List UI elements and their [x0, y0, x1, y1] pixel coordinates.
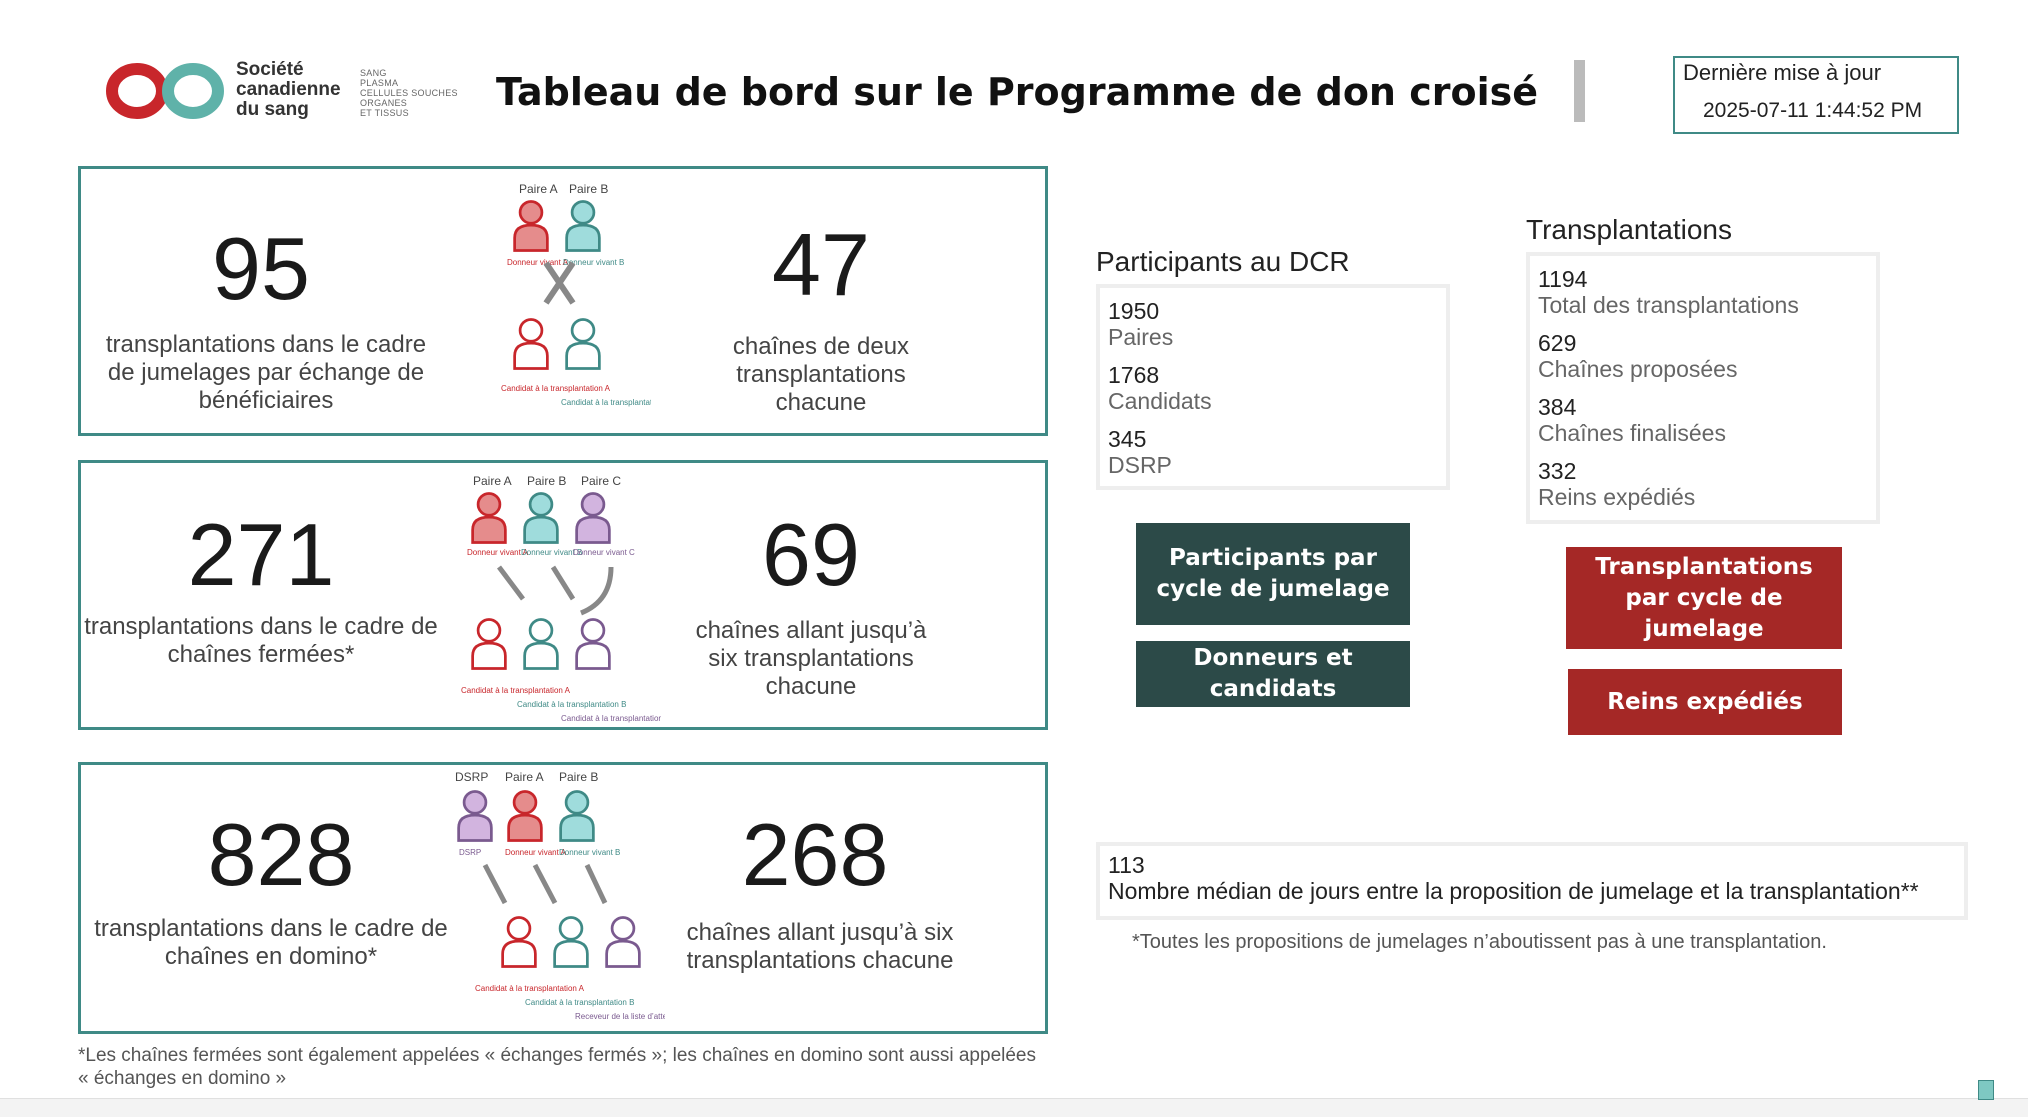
pair-label: Paire A — [473, 474, 512, 488]
stat-label: Chaînes finalisées — [1538, 420, 1726, 446]
donor-label: Donneur vivant B — [559, 848, 620, 857]
stat-label: Chaînes proposées — [1538, 356, 1738, 382]
stat-value: 332 — [1538, 458, 1577, 484]
domino-chains-chain-label: chaînes allant jusqu’à six transplantati… — [686, 919, 954, 974]
paired-exchange-transplant-count: 95 — [212, 219, 310, 318]
closed-chains-chain-count: 69 — [762, 505, 860, 604]
recipient-label: Candidat à la transplantation C — [561, 714, 661, 723]
logo: Société canadienne du sang SANG PLASMA C… — [104, 60, 464, 130]
donor-label: Donneur vivant A — [467, 548, 529, 557]
stat-kidneys-shipped: 332 Reins expédiés — [1530, 458, 1876, 510]
stat-label: DSRP — [1108, 452, 1172, 478]
recipient-label: Candidat à la transplantation A — [461, 686, 571, 695]
donor-label: Donneur vivant B — [521, 548, 582, 557]
stat-value: 629 — [1538, 330, 1577, 356]
last-update-value: 2025-07-11 1:44:52 PM — [1703, 99, 1923, 122]
pair-label: Paire B — [569, 183, 608, 196]
pair-label: Paire B — [559, 770, 598, 784]
stat-value: 1950 — [1108, 298, 1160, 324]
stat-value: 345 — [1108, 426, 1147, 452]
pair-label: Paire C — [581, 474, 621, 488]
paired-exchange-chain-label: chaînes de deux transplantations chacune — [732, 333, 910, 416]
card-paired-exchange: 95 transplantations dans le cadre de jum… — [78, 166, 1048, 436]
stat-value: 1194 — [1538, 266, 1588, 292]
stat-dsrp: 345 DSRP — [1100, 426, 1446, 478]
transplantations-stats-box: 1194 Total des transplantations 629 Chaî… — [1526, 252, 1880, 524]
median-days-stat: 113 Nombre médian de jours entre la prop… — [1100, 852, 1964, 904]
pair-label: Paire A — [505, 770, 544, 784]
horizontal-scrollbar[interactable] — [0, 1098, 2028, 1117]
stat-pairs: 1950 Paires — [1100, 298, 1446, 350]
donors-candidates-button[interactable]: Donneurs et candidats — [1136, 641, 1410, 707]
scroll-indicator[interactable] — [1574, 60, 1585, 122]
pair-label: DSRP — [455, 770, 488, 784]
transplantations-title: Transplantations — [1526, 214, 1732, 245]
stat-label: Paires — [1108, 324, 1174, 350]
stat-proposed-chains: 629 Chaînes proposées — [1530, 330, 1876, 382]
stat-label: Reins expédiés — [1538, 484, 1696, 510]
paired-exchange-chain-count: 47 — [772, 215, 870, 314]
stat-total-transplants: 1194 Total des transplantations — [1530, 266, 1876, 318]
participants-title: Participants au DCR — [1096, 246, 1350, 277]
page-title-container: Tableau de bord sur le Programme de don … — [496, 62, 1556, 134]
median-days-label: Nombre médian de jours entre la proposit… — [1108, 878, 1919, 904]
participants-stats-box: 1950 Paires 1768 Candidats 345 DSRP — [1096, 284, 1450, 490]
transplants-by-cycle-button[interactable]: Transplantations par cycle de jumelage — [1566, 547, 1842, 649]
donor-label: Donneur vivant C — [573, 548, 635, 557]
participants-by-cycle-button[interactable]: Participants par cycle de jumelage — [1136, 523, 1410, 625]
closed-chains-transplant-label: transplantations dans le cadre de chaîne… — [84, 613, 438, 668]
median-days-box: 113 Nombre médian de jours entre la prop… — [1096, 842, 1968, 920]
logo-tagline: SANG PLASMA CELLULES SOUCHES ORGANES ET … — [360, 68, 458, 118]
domino-chains-transplant-count: 828 — [207, 805, 355, 904]
closed-chains-diagram: Paire A Paire B Paire C Donneur vivant A… — [461, 474, 661, 723]
recipient-label: Receveur de la liste d’attente — [575, 1012, 665, 1021]
stat-value: 384 — [1538, 394, 1577, 420]
paired-exchange-diagram: Paire A Paire B Donneur vivant A Donneur… — [501, 183, 651, 407]
pair-label: Paire A — [519, 183, 558, 196]
page-title: Tableau de bord sur le Programme de don … — [496, 70, 1538, 134]
card-domino-chains: 828 transplantations dans le cadre de ch… — [78, 762, 1048, 1034]
domino-chains-diagram: DSRP Paire A Paire B DSRP Donneur vivant… — [455, 770, 665, 1021]
closed-chains-chain-label: chaînes allant jusqu’à six transplantati… — [695, 617, 927, 700]
blood-drop-logo-icon — [106, 63, 224, 119]
domino-chains-chain-count: 268 — [741, 805, 889, 904]
donor-label: Donneur vivant A — [505, 848, 567, 857]
donor-label: Donneur vivant A — [507, 258, 569, 267]
proposals-footnote: *Toutes les propositions de jumelages n’… — [1132, 931, 1827, 953]
stat-candidates: 1768 Candidats — [1100, 362, 1446, 414]
closed-chains-transplant-count: 271 — [187, 505, 335, 604]
chains-footnote: *Les chaînes fermées sont également appe… — [78, 1045, 1036, 1089]
stat-label: Total des transplantations — [1538, 292, 1799, 318]
recipient-label: Candidat à la transplantation B — [525, 998, 634, 1007]
logo-wordmark: Société canadienne du sang — [236, 59, 341, 120]
last-update-box: Dernière mise à jour 2025-07-11 1:44:52 … — [1673, 56, 1959, 134]
recipient-label: Candidat à la transplantation A — [501, 384, 611, 393]
focus-mode-icon[interactable] — [1978, 1080, 1994, 1100]
recipient-label: Candidat à la transplantation A — [475, 984, 585, 993]
donor-label: Donneur vivant B — [563, 258, 624, 267]
recipient-label: Candidat à la transplantation B — [561, 398, 651, 407]
card-closed-chains: 271 transplantations dans le cadre de ch… — [78, 460, 1048, 730]
stat-finalized-chains: 384 Chaînes finalisées — [1530, 394, 1876, 446]
stat-label: Candidats — [1108, 388, 1212, 414]
recipient-label: Candidat à la transplantation B — [517, 700, 626, 709]
median-days-value: 113 — [1108, 852, 1145, 878]
domino-chains-transplant-label: transplantations dans le cadre de chaîne… — [94, 915, 448, 970]
stat-value: 1768 — [1108, 362, 1160, 388]
last-update-label: Dernière mise à jour — [1683, 60, 1882, 85]
donor-label: DSRP — [459, 848, 481, 857]
pair-label: Paire B — [527, 474, 566, 488]
kidneys-shipped-button[interactable]: Reins expédiés — [1568, 669, 1842, 735]
paired-exchange-transplant-label: transplantations dans le cadre de jumela… — [105, 331, 427, 414]
